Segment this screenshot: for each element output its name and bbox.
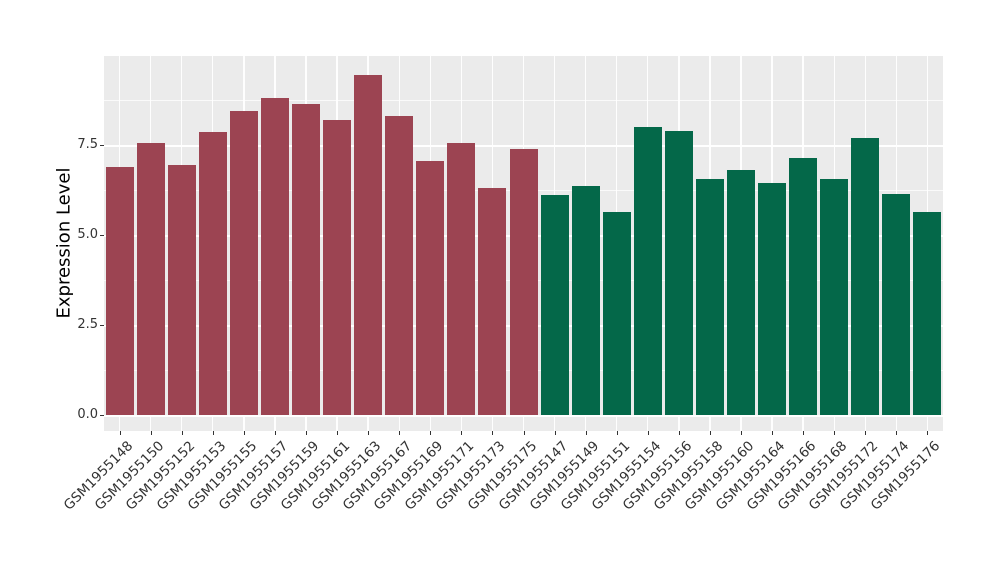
- y-tick-label: 0.0: [77, 407, 98, 422]
- bar-GSM1955172: [851, 137, 880, 415]
- x-tick-mark: [119, 431, 121, 435]
- bar-GSM1955150: [136, 143, 165, 415]
- bar-GSM1955148: [105, 166, 134, 415]
- x-tick-mark: [803, 431, 805, 435]
- x-tick-mark: [212, 431, 214, 435]
- bar-GSM1955154: [633, 127, 662, 415]
- y-tick-label: 2.5: [77, 317, 98, 332]
- bar-GSM1955168: [820, 179, 849, 415]
- bar-GSM1955167: [385, 116, 414, 415]
- y-tick-mark: [100, 415, 104, 416]
- x-tick-mark: [616, 431, 618, 435]
- bar-GSM1955159: [291, 103, 320, 415]
- bar-GSM1955173: [478, 188, 507, 415]
- x-tick-mark: [647, 431, 649, 435]
- x-tick-mark: [461, 431, 463, 435]
- x-tick-mark: [865, 431, 867, 435]
- x-tick-mark: [337, 431, 339, 435]
- x-tick-mark: [274, 431, 276, 435]
- x-tick-mark: [150, 431, 152, 435]
- bar-GSM1955152: [167, 164, 196, 415]
- x-tick-mark: [430, 431, 432, 435]
- x-tick-mark: [741, 431, 743, 435]
- x-tick-mark: [181, 431, 183, 435]
- x-tick-mark: [709, 431, 711, 435]
- y-tick-label: 7.5: [77, 137, 98, 152]
- x-tick-mark: [554, 431, 556, 435]
- bar-GSM1955169: [416, 161, 445, 415]
- x-tick-mark: [834, 431, 836, 435]
- x-tick-mark: [772, 431, 774, 435]
- x-tick-mark: [678, 431, 680, 435]
- bar-GSM1955166: [789, 157, 818, 415]
- bar-GSM1955174: [882, 193, 911, 415]
- y-tick-mark: [100, 325, 104, 326]
- bar-GSM1955175: [509, 148, 538, 415]
- x-tick-mark: [305, 431, 307, 435]
- x-tick-mark: [896, 431, 898, 435]
- bar-GSM1955171: [447, 143, 476, 415]
- x-tick-mark: [368, 431, 370, 435]
- bar-GSM1955160: [727, 170, 756, 415]
- bar-GSM1955157: [260, 98, 289, 415]
- bar-GSM1955176: [913, 211, 942, 415]
- y-tick-label: 5.0: [77, 227, 98, 242]
- x-tick-mark: [927, 431, 929, 435]
- bar-GSM1955151: [602, 211, 631, 415]
- bar-GSM1955147: [540, 195, 569, 415]
- x-tick-mark: [523, 431, 525, 435]
- x-tick-mark: [243, 431, 245, 435]
- bar-GSM1955155: [229, 110, 258, 415]
- bar-GSM1955158: [695, 179, 724, 415]
- y-axis-title: Expression Level: [53, 167, 75, 319]
- x-tick-mark: [492, 431, 494, 435]
- bar-GSM1955161: [323, 119, 352, 415]
- y-tick-mark: [100, 145, 104, 146]
- x-tick-mark: [585, 431, 587, 435]
- y-tick-mark: [100, 235, 104, 236]
- bar-GSM1955149: [571, 186, 600, 415]
- bar-GSM1955153: [198, 132, 227, 415]
- plot-panel: [104, 56, 943, 431]
- x-tick-mark: [399, 431, 401, 435]
- bar-GSM1955156: [664, 130, 693, 415]
- bar-GSM1955164: [758, 182, 787, 415]
- bar-GSM1955163: [354, 74, 383, 415]
